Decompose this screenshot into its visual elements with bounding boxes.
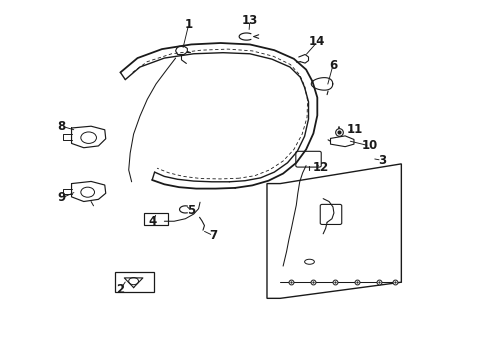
Text: 10: 10 (362, 139, 378, 152)
Text: 7: 7 (209, 229, 217, 242)
Text: 12: 12 (313, 161, 329, 174)
Text: 6: 6 (329, 59, 337, 72)
Text: 5: 5 (187, 204, 196, 217)
Text: 8: 8 (58, 120, 66, 133)
Text: 9: 9 (58, 192, 66, 204)
Text: 3: 3 (378, 154, 386, 167)
Text: 14: 14 (309, 35, 325, 49)
Text: 13: 13 (242, 14, 258, 27)
Text: 4: 4 (148, 215, 156, 228)
Text: 2: 2 (116, 283, 124, 296)
Text: 11: 11 (347, 123, 363, 136)
Text: 1: 1 (185, 18, 193, 31)
